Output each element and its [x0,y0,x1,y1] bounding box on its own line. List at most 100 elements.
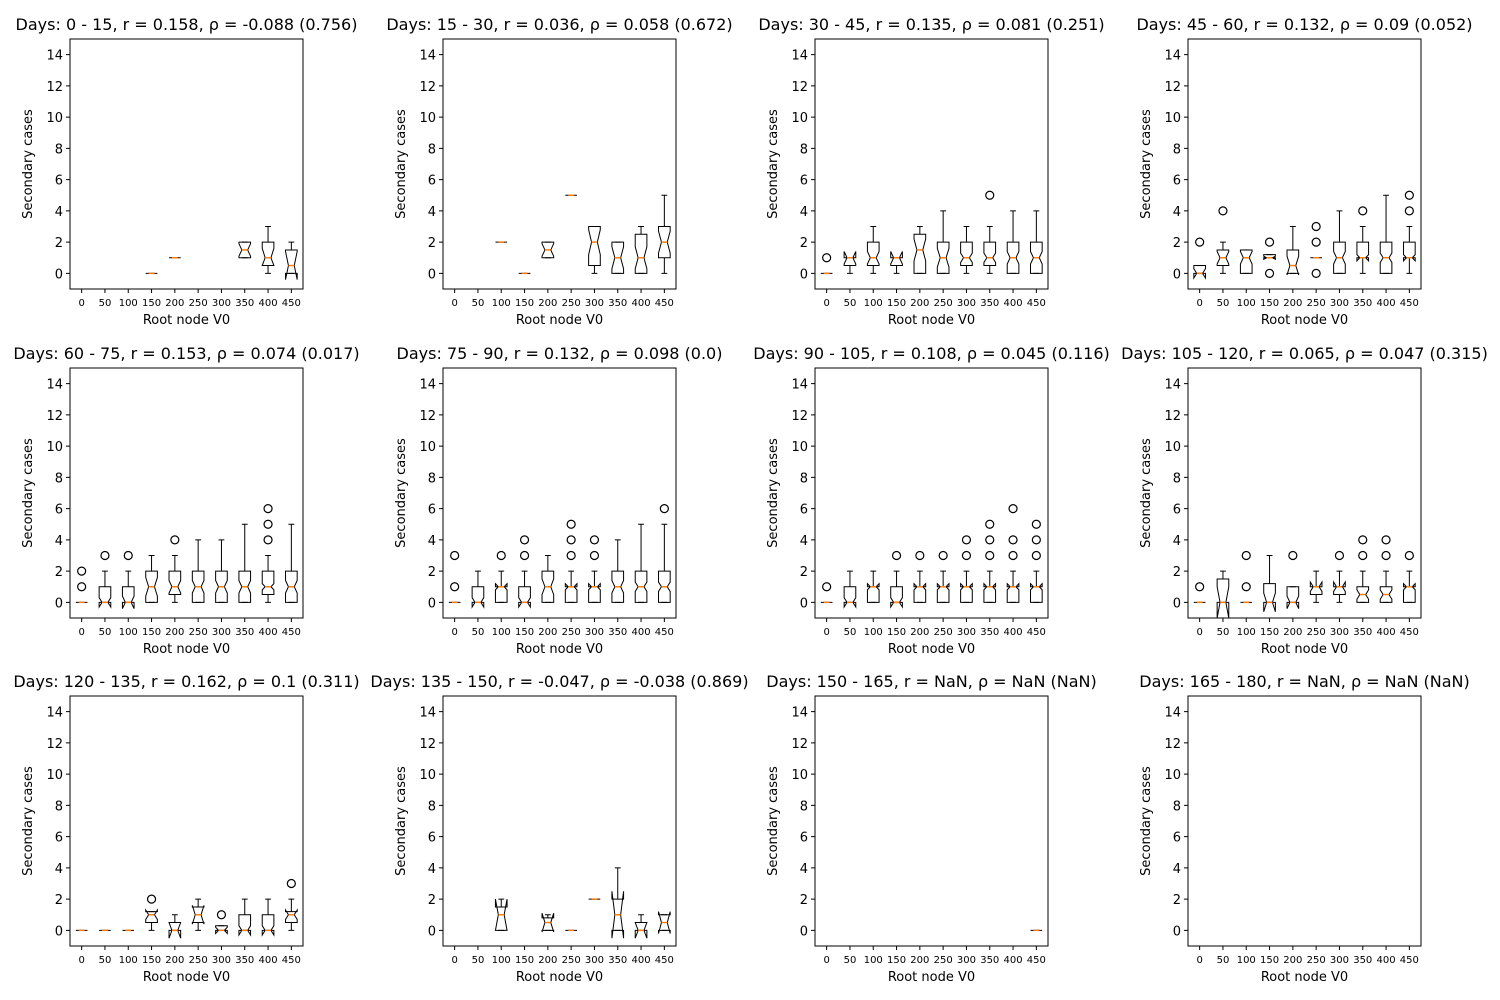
y-tick-label: 12 [1164,80,1181,95]
y-tick-label: 10 [791,768,808,783]
y-axis-label: Secondary cases [1139,766,1154,876]
box-body [261,241,275,267]
x-tick-label: 150 [887,955,906,966]
x-tick-label: 300 [1330,955,1349,966]
box-body [168,922,182,939]
x-tick-label: 400 [632,955,651,966]
box-body [658,911,671,934]
x-tick-label: 200 [165,627,184,638]
x-tick-label: 300 [957,955,976,966]
subplot-2: Days: 15 - 30, r = 0.036, ρ = 0.058 (0.6… [386,15,732,328]
outlier-point [1008,504,1018,514]
box-50 [843,570,857,609]
y-tick-label: 14 [1164,378,1181,393]
x-tick-label: 200 [1283,627,1302,638]
box-body [1309,580,1323,596]
y-tick-label: 4 [800,862,808,877]
y-tick-label: 8 [55,799,63,814]
y-tick-label: 10 [791,440,808,455]
subplot-12: Days: 165 - 180, r = NaN, ρ = NaN (NaN) 0… [1139,672,1470,985]
y-tick-label: 6 [55,831,63,846]
x-tick-label: 250 [934,298,953,309]
box-body [1216,578,1230,619]
x-tick-label: 400 [1377,298,1396,309]
box-400 [261,898,275,937]
x-tick-label: 100 [119,955,138,966]
plot-frame [1187,695,1422,947]
outlier-point [1031,535,1041,545]
x-tick-label: 400 [259,627,278,638]
box-body [866,241,880,267]
box-body [1286,249,1300,276]
y-tick-label: 0 [55,267,63,282]
x-tick-label: 50 [844,955,857,966]
box-body [1403,582,1416,603]
y-tick-label: 14 [46,706,63,721]
x-axis-label: Root node V0 [1261,642,1348,657]
x-tick-label: 350 [1353,298,1372,309]
outlier-point [915,550,925,561]
outlier-point [589,535,600,545]
box-450 [285,878,298,931]
y-tick-label: 2 [1173,236,1181,251]
box-body [1286,586,1300,609]
x-tick-label: 50 [844,627,857,638]
x-tick-label: 350 [1353,627,1372,638]
x-axis-label: Root node V0 [516,642,603,657]
y-tick-label: 8 [1173,471,1181,486]
x-axis-label: Root node V0 [143,970,230,985]
box-body [1379,241,1393,274]
outlier-point [822,582,832,592]
box-100 [866,226,880,274]
x-tick-label: 200 [910,298,929,309]
box-body [611,241,625,274]
outlier-point [589,550,600,561]
y-tick-label: 6 [1173,174,1181,189]
x-tick-label: 0 [1196,955,1202,966]
box-200 [1286,226,1300,276]
box-50 [843,251,857,274]
box-body [960,582,973,603]
box-400 [634,914,648,939]
y-tick-label: 6 [428,503,436,518]
y-tick-label: 4 [428,862,436,877]
x-tick-label: 50 [99,955,112,966]
x-tick-label: 200 [910,955,929,966]
y-tick-label: 10 [46,111,63,126]
x-tick-label: 450 [655,298,674,309]
y-axis-label: Secondary cases [766,766,781,876]
y-tick-label: 2 [428,565,436,580]
x-tick-label: 150 [1260,955,1279,966]
y-tick-label: 4 [55,205,63,220]
box-300 [215,539,228,603]
box-body [588,582,601,603]
box-150 [890,550,903,609]
box-body [541,570,555,603]
box-body [191,570,205,603]
box-0 [820,582,833,604]
x-tick-label: 100 [864,955,883,966]
y-tick-label: 0 [428,924,436,939]
box-body [121,586,135,609]
x-tick-label: 0 [451,627,457,638]
box-body [285,249,298,280]
x-tick-label: 100 [119,298,138,309]
box-450 [1030,519,1043,603]
outlier-point [1031,519,1041,529]
x-tick-label: 300 [212,627,231,638]
outlier-point [496,550,506,561]
x-tick-label: 0 [1196,627,1202,638]
x-tick-label: 350 [980,627,999,638]
x-tick-label: 300 [1330,627,1349,638]
box-body [890,586,903,609]
outlier-point [123,550,133,561]
box-350 [611,539,625,603]
x-tick-label: 100 [492,627,511,638]
y-tick-label: 14 [791,378,808,393]
box-body [843,251,857,267]
y-tick-label: 4 [1173,205,1181,220]
subplot-9: Days: 120 - 135, r = 0.162, ρ = 0.1 (0.3… [13,672,359,985]
box-100 [494,550,508,603]
box-200 [913,226,927,274]
x-tick-label: 150 [142,955,161,966]
